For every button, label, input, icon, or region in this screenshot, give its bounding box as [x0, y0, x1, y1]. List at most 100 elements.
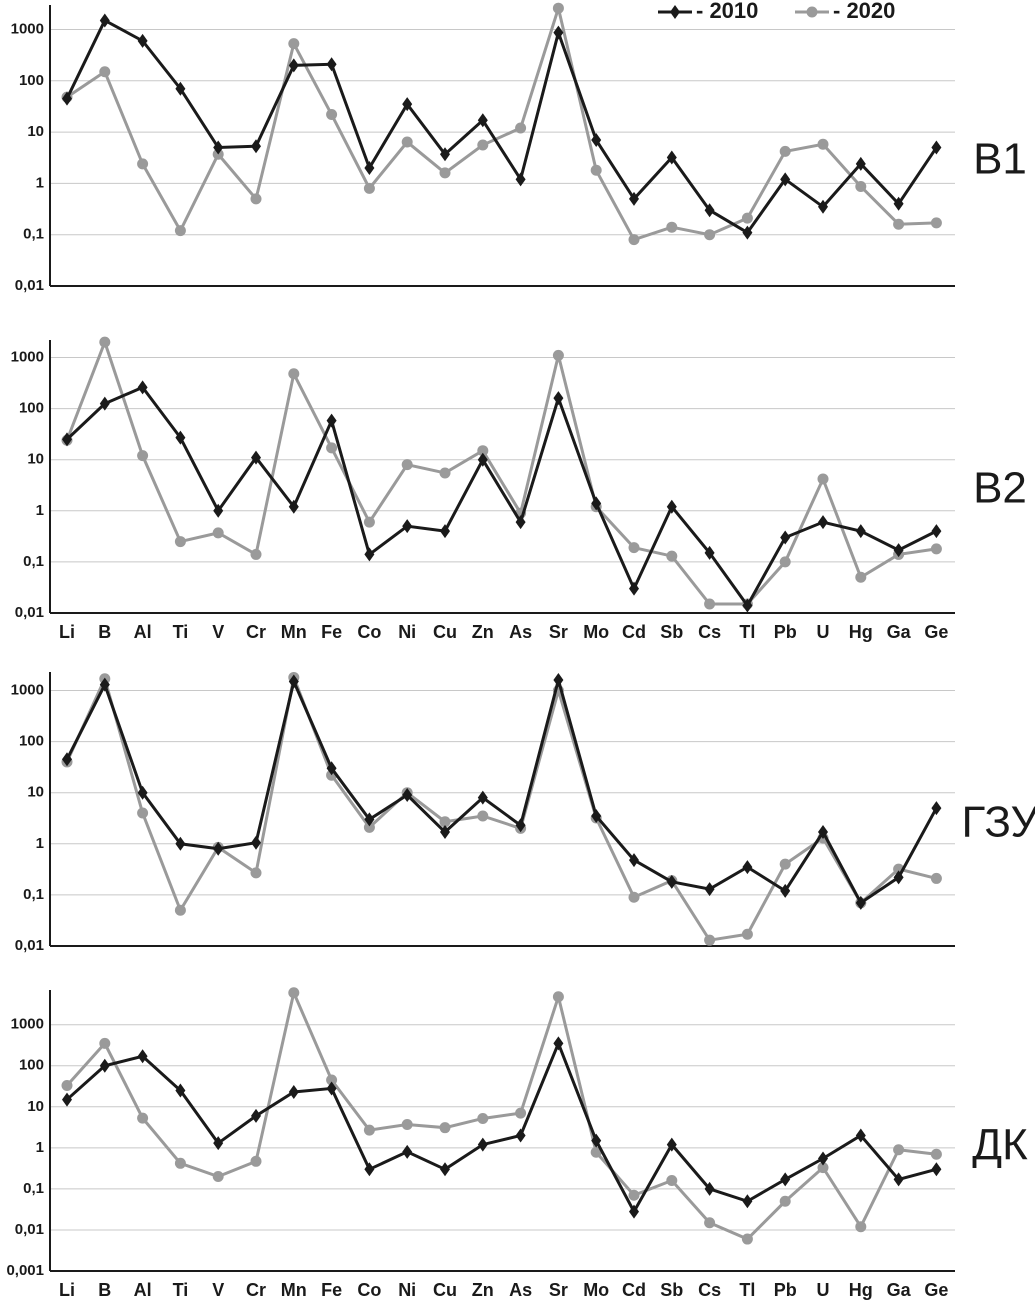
marker	[779, 145, 791, 157]
marker	[401, 1119, 413, 1131]
x-tick-label: As	[509, 622, 532, 642]
y-tick-label: 100	[19, 733, 44, 750]
x-tick-label: Tl	[739, 622, 755, 642]
marker	[326, 1081, 337, 1096]
x-tick-label: Cs	[698, 1280, 721, 1300]
panel-label: В2	[973, 464, 1027, 513]
marker	[402, 519, 413, 534]
marker	[779, 556, 791, 568]
marker	[251, 1108, 261, 1123]
x-tick-label: Fe	[321, 1280, 342, 1300]
marker	[440, 147, 450, 162]
marker	[99, 1037, 111, 1049]
x-tick-label: Sb	[660, 1280, 683, 1300]
marker	[930, 217, 942, 229]
marker	[818, 825, 828, 840]
marker	[477, 139, 489, 151]
marker	[288, 368, 300, 380]
x-tick-label: Co	[357, 622, 381, 642]
marker	[288, 499, 299, 514]
marker	[440, 825, 450, 840]
marker	[288, 58, 299, 73]
marker	[137, 1049, 148, 1064]
marker	[666, 874, 677, 889]
y-tick-label: 10	[27, 1098, 44, 1115]
legend-marker	[670, 5, 680, 19]
marker	[855, 1128, 866, 1143]
marker	[363, 516, 375, 528]
marker	[855, 571, 867, 583]
marker	[515, 172, 526, 187]
x-tick-label: Cr	[246, 1280, 266, 1300]
marker	[440, 1162, 450, 1177]
marker	[553, 391, 564, 406]
marker	[175, 1083, 186, 1098]
marker	[930, 543, 942, 555]
marker	[742, 1194, 753, 1209]
marker	[137, 785, 148, 800]
marker	[742, 860, 753, 875]
marker	[818, 199, 828, 214]
x-tick-label: Hg	[849, 1280, 873, 1300]
marker	[704, 229, 716, 241]
marker	[552, 349, 564, 361]
x-tick-label: As	[509, 1280, 532, 1300]
marker	[893, 1172, 904, 1187]
marker	[477, 1137, 488, 1152]
marker	[326, 442, 338, 454]
y-tick-label: 0,1	[23, 553, 44, 570]
marker	[402, 1144, 413, 1159]
x-tick-label: Sr	[549, 622, 568, 642]
y-tick-label: 1	[36, 174, 44, 191]
x-tick-label: Ga	[887, 1280, 912, 1300]
marker	[175, 836, 186, 851]
marker	[62, 1092, 72, 1107]
x-tick-label: Cu	[433, 1280, 457, 1300]
x-tick-label: Pb	[774, 1280, 797, 1300]
marker	[175, 430, 186, 445]
x-tick-label: Ge	[924, 622, 948, 642]
marker	[477, 113, 488, 128]
marker	[779, 1195, 791, 1207]
x-tick-label: Zn	[472, 622, 494, 642]
marker	[439, 167, 451, 179]
x-tick-label: Mo	[583, 1280, 609, 1300]
marker	[515, 515, 526, 530]
marker	[590, 164, 602, 176]
marker	[855, 524, 866, 539]
marker	[930, 1148, 942, 1160]
series-line	[65, 385, 938, 609]
x-tick-label: Ni	[398, 622, 416, 642]
marker	[326, 57, 337, 72]
x-tick-label: Cd	[622, 622, 646, 642]
marker	[741, 1233, 753, 1245]
marker	[401, 136, 413, 148]
marker	[364, 1162, 375, 1177]
series-line	[65, 674, 938, 905]
y-tick-label: 100	[19, 400, 44, 417]
marker	[251, 139, 261, 154]
x-tick-label: U	[817, 622, 830, 642]
marker	[779, 858, 791, 870]
marker	[363, 1124, 375, 1136]
marker	[855, 1221, 867, 1233]
marker	[855, 180, 867, 192]
marker	[780, 1172, 791, 1187]
marker	[62, 752, 72, 767]
x-tick-label: Sb	[660, 622, 683, 642]
marker	[61, 1080, 73, 1092]
marker	[629, 581, 639, 596]
y-tick-label: 1	[36, 1139, 44, 1156]
y-tick-label: 0,1	[23, 1180, 44, 1197]
series-line	[65, 18, 938, 235]
series-line	[65, 672, 937, 942]
marker	[251, 450, 261, 465]
marker	[741, 212, 753, 224]
marker	[364, 160, 375, 175]
marker	[477, 1112, 489, 1124]
marker	[213, 503, 224, 518]
marker	[212, 527, 224, 539]
marker	[628, 891, 640, 903]
marker	[174, 904, 186, 916]
marker	[591, 496, 602, 511]
